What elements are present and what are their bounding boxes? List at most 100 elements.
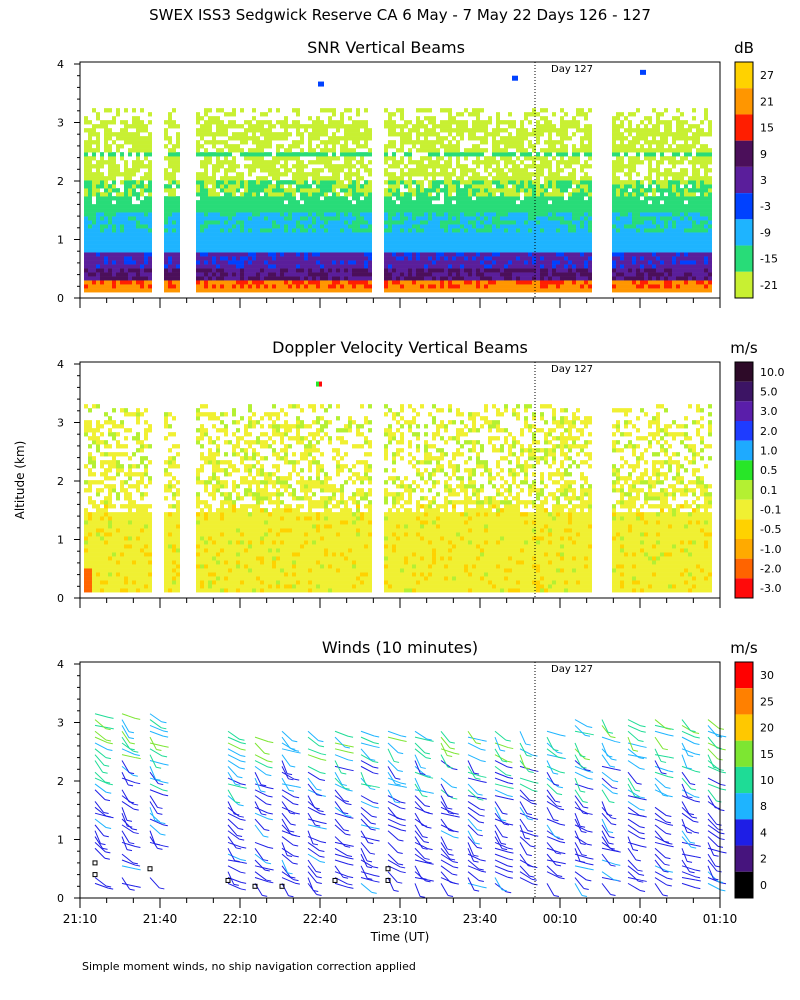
snr-cell: [532, 184, 536, 189]
snr-cell: [540, 216, 544, 221]
snr-cell: [288, 280, 292, 285]
snr-cell: [292, 152, 296, 157]
snr-cell: [468, 204, 472, 209]
snr-cell: [468, 136, 472, 141]
snr-cell: [236, 228, 240, 233]
snr-cell: [468, 252, 472, 257]
snr-cell: [232, 240, 236, 245]
snr-cell: [528, 192, 532, 197]
snr-cell: [148, 196, 152, 201]
snr-cell: [252, 116, 256, 121]
snr-cell: [204, 140, 208, 145]
snr-cell: [536, 196, 540, 201]
snr-cell: [200, 236, 204, 241]
snr-cell: [552, 224, 556, 229]
snr-cell: [552, 144, 556, 149]
snr-cell: [308, 244, 312, 249]
snr-cell: [644, 232, 648, 237]
snr-cell: [460, 188, 464, 193]
snr-cell: [620, 232, 624, 237]
snr-cell: [92, 276, 96, 281]
snr-cell: [224, 288, 228, 293]
snr-cell: [392, 140, 396, 145]
snr-cell: [268, 172, 272, 177]
snr-cell: [124, 236, 128, 241]
snr-cell: [344, 192, 348, 197]
snr-cell: [280, 276, 284, 281]
snr-cell: [440, 136, 444, 141]
snr-cell: [572, 224, 576, 229]
snr-cell: [272, 184, 276, 189]
snr-cell: [172, 160, 176, 165]
snr-cell: [472, 240, 476, 245]
snr-cell: [616, 164, 620, 169]
snr-cell: [624, 280, 628, 285]
snr-cell: [336, 228, 340, 233]
snr-cell: [300, 248, 304, 253]
snr-cell: [204, 232, 208, 237]
snr-cell: [300, 252, 304, 257]
snr-cell: [344, 204, 348, 209]
snr-cell: [384, 272, 388, 277]
snr-cell: [240, 248, 244, 253]
snr-cell: [416, 196, 420, 201]
snr-cell: [620, 132, 624, 137]
snr-cell: [116, 136, 120, 141]
snr-cell: [432, 204, 436, 209]
snr-cell: [532, 244, 536, 249]
snr-cell: [264, 236, 268, 241]
snr-cell: [620, 256, 624, 261]
snr-cell: [336, 240, 340, 245]
snr-cell: [396, 208, 400, 213]
snr-cell: [416, 240, 420, 245]
snr-cell: [360, 184, 364, 189]
snr-cell: [232, 208, 236, 213]
snr-cell: [244, 208, 248, 213]
snr-cell: [212, 200, 216, 205]
snr-cell: [556, 284, 560, 289]
snr-cell: [424, 212, 428, 217]
snr-cell: [228, 276, 232, 281]
snr-cell: [584, 244, 588, 249]
snr-cell: [396, 124, 400, 129]
snr-cell: [312, 148, 316, 153]
snr-cell: [612, 240, 616, 245]
snr-cell: [544, 268, 548, 273]
snr-cell: [288, 192, 292, 197]
snr-cell: [292, 236, 296, 241]
snr-cell: [496, 164, 500, 169]
snr-cell: [148, 136, 152, 141]
snr-cell: [648, 220, 652, 225]
snr-cell: [496, 268, 500, 273]
snr-cell: [504, 192, 508, 197]
snr-cell: [320, 252, 324, 257]
snr-cell: [656, 148, 660, 153]
snr-cell: [532, 268, 536, 273]
snr-cell: [176, 152, 180, 157]
snr-cell: [412, 208, 416, 213]
snr-cell: [88, 244, 92, 249]
snr-cell: [296, 216, 300, 221]
snr-cell: [656, 228, 660, 233]
snr-cell: [496, 172, 500, 177]
snr-cell: [516, 184, 520, 189]
snr-cell: [244, 280, 248, 285]
snr-cell: [524, 116, 528, 121]
snr-cell: [328, 108, 332, 113]
snr-cell: [544, 228, 548, 233]
snr-cell: [84, 204, 88, 209]
snr-cell: [624, 272, 628, 277]
snr-cell: [396, 192, 400, 197]
snr-cell: [132, 188, 136, 193]
snr-cell: [484, 168, 488, 173]
snr-cell: [536, 280, 540, 285]
snr-cell: [320, 256, 324, 261]
snr-cell: [388, 132, 392, 137]
snr-cell: [312, 172, 316, 177]
snr-cell: [96, 144, 100, 149]
snr-cell: [360, 232, 364, 237]
snr-cell: [448, 212, 452, 217]
snr-cell: [100, 176, 104, 181]
snr-cell: [548, 224, 552, 229]
snr-cell: [252, 128, 256, 133]
